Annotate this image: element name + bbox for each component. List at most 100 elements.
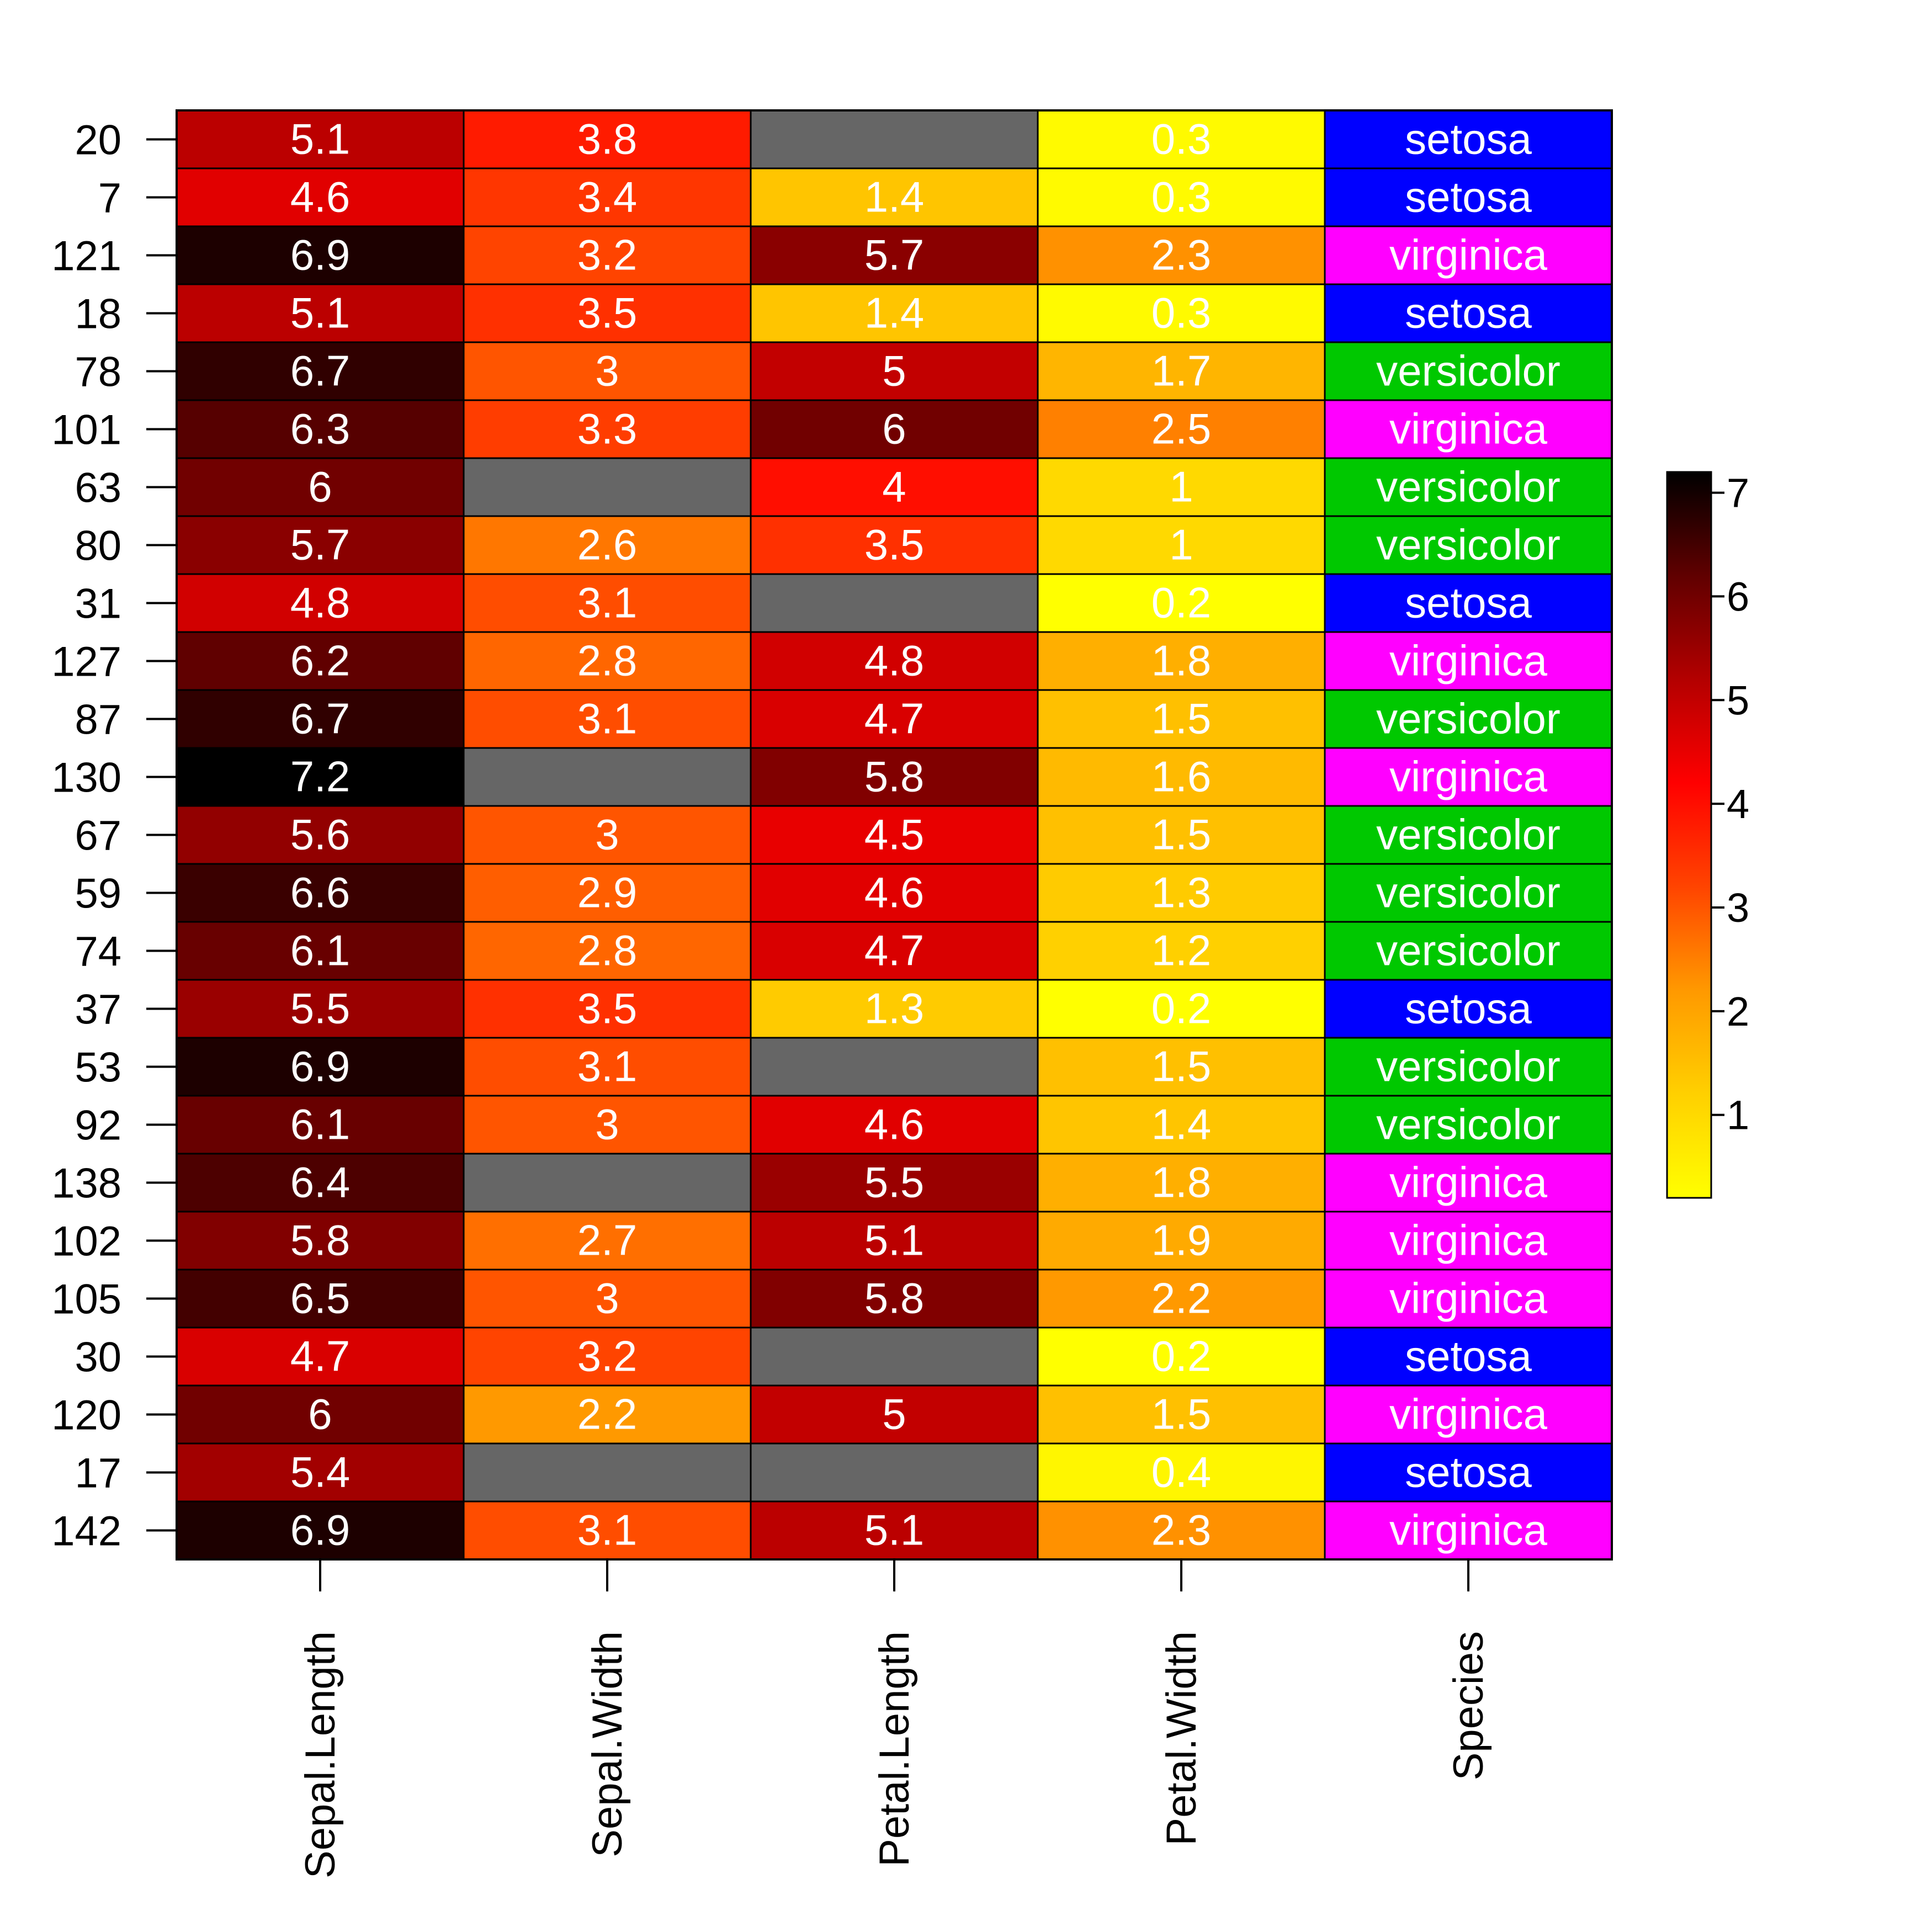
column-label: Petal.Length bbox=[871, 1631, 918, 1867]
heatmap-cell bbox=[463, 1037, 752, 1097]
row-label: 74 bbox=[75, 928, 121, 975]
cell-value-label: 1.2 bbox=[1151, 926, 1211, 975]
cell-value-label: 2.5 bbox=[1151, 405, 1211, 453]
heatmap-cell bbox=[750, 747, 1039, 807]
column-label: Species bbox=[1445, 1631, 1492, 1780]
cell-value-label: versicolor bbox=[1376, 926, 1561, 975]
cell-value-label: setosa bbox=[1405, 173, 1532, 221]
heatmap-cell bbox=[1037, 979, 1326, 1039]
heatmap-cell bbox=[1324, 1037, 1613, 1097]
cell-value-label: 3.1 bbox=[577, 1042, 637, 1091]
heatmap-cell bbox=[750, 1326, 1039, 1387]
cell-value-label: 6.9 bbox=[290, 231, 350, 279]
heatmap-cell bbox=[750, 341, 1039, 401]
cell-value-label: 5.7 bbox=[290, 521, 350, 569]
cell-value-label: virginica bbox=[1389, 1158, 1548, 1207]
heatmap-cell bbox=[1324, 341, 1613, 401]
cell-value-label: 4.6 bbox=[864, 868, 924, 917]
heatmap-cell bbox=[750, 979, 1039, 1039]
cell-value-label: 6.7 bbox=[290, 347, 350, 395]
cell-value-label: versicolor bbox=[1376, 1100, 1561, 1149]
cell-value-label: 3.5 bbox=[577, 984, 637, 1033]
cell-value-label: 2.8 bbox=[577, 636, 637, 685]
cell-value-label: versicolor bbox=[1376, 1042, 1561, 1091]
cell-value-label: 2.2 bbox=[1151, 1274, 1211, 1323]
heatmap-cell bbox=[463, 921, 752, 981]
heatmap-cell bbox=[750, 1153, 1039, 1213]
heatmap-cell bbox=[1324, 225, 1613, 285]
heatmap-cell bbox=[1324, 283, 1613, 343]
cell-value-label: 1.5 bbox=[1151, 694, 1211, 743]
legend-tick-label: 4 bbox=[1727, 781, 1749, 827]
cell-value-label: 6.6 bbox=[290, 868, 350, 917]
heatmap-cell bbox=[750, 225, 1039, 285]
cell-value-label: 2.9 bbox=[577, 868, 637, 917]
cell-value-label: 1 bbox=[1169, 463, 1193, 511]
heatmap-cell bbox=[176, 109, 465, 169]
cell-value-label: 6.4 bbox=[290, 1158, 350, 1207]
cell-value-label: 1.5 bbox=[1151, 1390, 1211, 1439]
heatmap-cell bbox=[750, 1037, 1039, 1097]
heatmap-cell bbox=[1324, 1095, 1613, 1155]
cell-value-label: 2.3 bbox=[1151, 1506, 1211, 1554]
heatmap-cell bbox=[1324, 457, 1613, 517]
heatmap-cell bbox=[1037, 225, 1326, 285]
cell-value-label: virginica bbox=[1389, 405, 1548, 453]
cell-value-label: 3.1 bbox=[577, 694, 637, 743]
heatmap-cell bbox=[750, 1384, 1039, 1445]
cell-value-label: 5.8 bbox=[864, 752, 924, 801]
heatmap-cell bbox=[176, 979, 465, 1039]
cell-value-label: 6.2 bbox=[290, 636, 350, 685]
cell-value-label: 5.8 bbox=[864, 1274, 924, 1323]
cell-value-label: 4.8 bbox=[864, 636, 924, 685]
heatmap-cell bbox=[463, 341, 752, 401]
heatmap-cell bbox=[463, 863, 752, 923]
heatmap-cell bbox=[750, 1268, 1039, 1329]
cell-value-label: virginica bbox=[1389, 752, 1548, 801]
cell-value-label: 6.1 bbox=[290, 1100, 350, 1149]
cell-value-label: 1.4 bbox=[864, 173, 924, 221]
heatmap-cell bbox=[1324, 399, 1613, 459]
heatmap-cell bbox=[176, 1153, 465, 1213]
row-axis: 20 7 121 18 78 101 63 80 31 127 87 130 67 59 74 37 53 92 1… bbox=[51, 117, 176, 1555]
heatmap-cell bbox=[463, 457, 752, 517]
cell-value-label: virginica bbox=[1389, 1274, 1548, 1323]
cell-value-label: 7.2 bbox=[290, 752, 350, 801]
cell-value-label: 2.2 bbox=[577, 1390, 637, 1439]
row-label: 101 bbox=[51, 407, 121, 454]
cell-value-label: 5.1 bbox=[290, 289, 350, 337]
heatmap-cell bbox=[1037, 1326, 1326, 1387]
heatmap-cell bbox=[1324, 689, 1613, 749]
cell-value-label: 0.2 bbox=[1151, 1332, 1211, 1381]
legend-tick-label: 6 bbox=[1727, 574, 1749, 619]
heatmap-cell bbox=[176, 1268, 465, 1329]
cell-value-label: 1.8 bbox=[1151, 636, 1211, 685]
heatmap-cell bbox=[1037, 1268, 1326, 1329]
cell-value-label: 4.6 bbox=[864, 1100, 924, 1149]
heatmap-cell bbox=[176, 399, 465, 459]
heatmap-cell bbox=[176, 1500, 465, 1561]
cell-value-label: 6.5 bbox=[290, 1274, 350, 1323]
row-label: 105 bbox=[51, 1276, 121, 1323]
heatmap-cell bbox=[750, 863, 1039, 923]
heatmap-cell bbox=[176, 1095, 465, 1155]
heatmap-cell bbox=[463, 225, 752, 285]
cell-value-label: 0.3 bbox=[1151, 115, 1211, 163]
cell-value-label: setosa bbox=[1405, 984, 1532, 1033]
cell-value-label: 1.9 bbox=[1151, 1216, 1211, 1265]
row-label: 31 bbox=[75, 581, 121, 628]
cell-value-label: 2.7 bbox=[577, 1216, 637, 1265]
row-label: 121 bbox=[51, 233, 121, 280]
heatmap-cell bbox=[1324, 979, 1613, 1039]
cell-value-label: 5.7 bbox=[864, 231, 924, 279]
color-legend: 1 2 3 4 5 6 7 bbox=[1666, 470, 1749, 1199]
heatmap-cell bbox=[1037, 805, 1326, 865]
cell-value-label: 1.5 bbox=[1151, 810, 1211, 859]
heatmap-cell bbox=[1037, 399, 1326, 459]
plot-border bbox=[176, 109, 1613, 1561]
cell-value-label: 6 bbox=[308, 463, 332, 511]
legend-tick-label: 3 bbox=[1727, 885, 1749, 931]
cell-value-label: 5.5 bbox=[864, 1158, 924, 1207]
cell-value-label: virginica bbox=[1389, 231, 1548, 279]
